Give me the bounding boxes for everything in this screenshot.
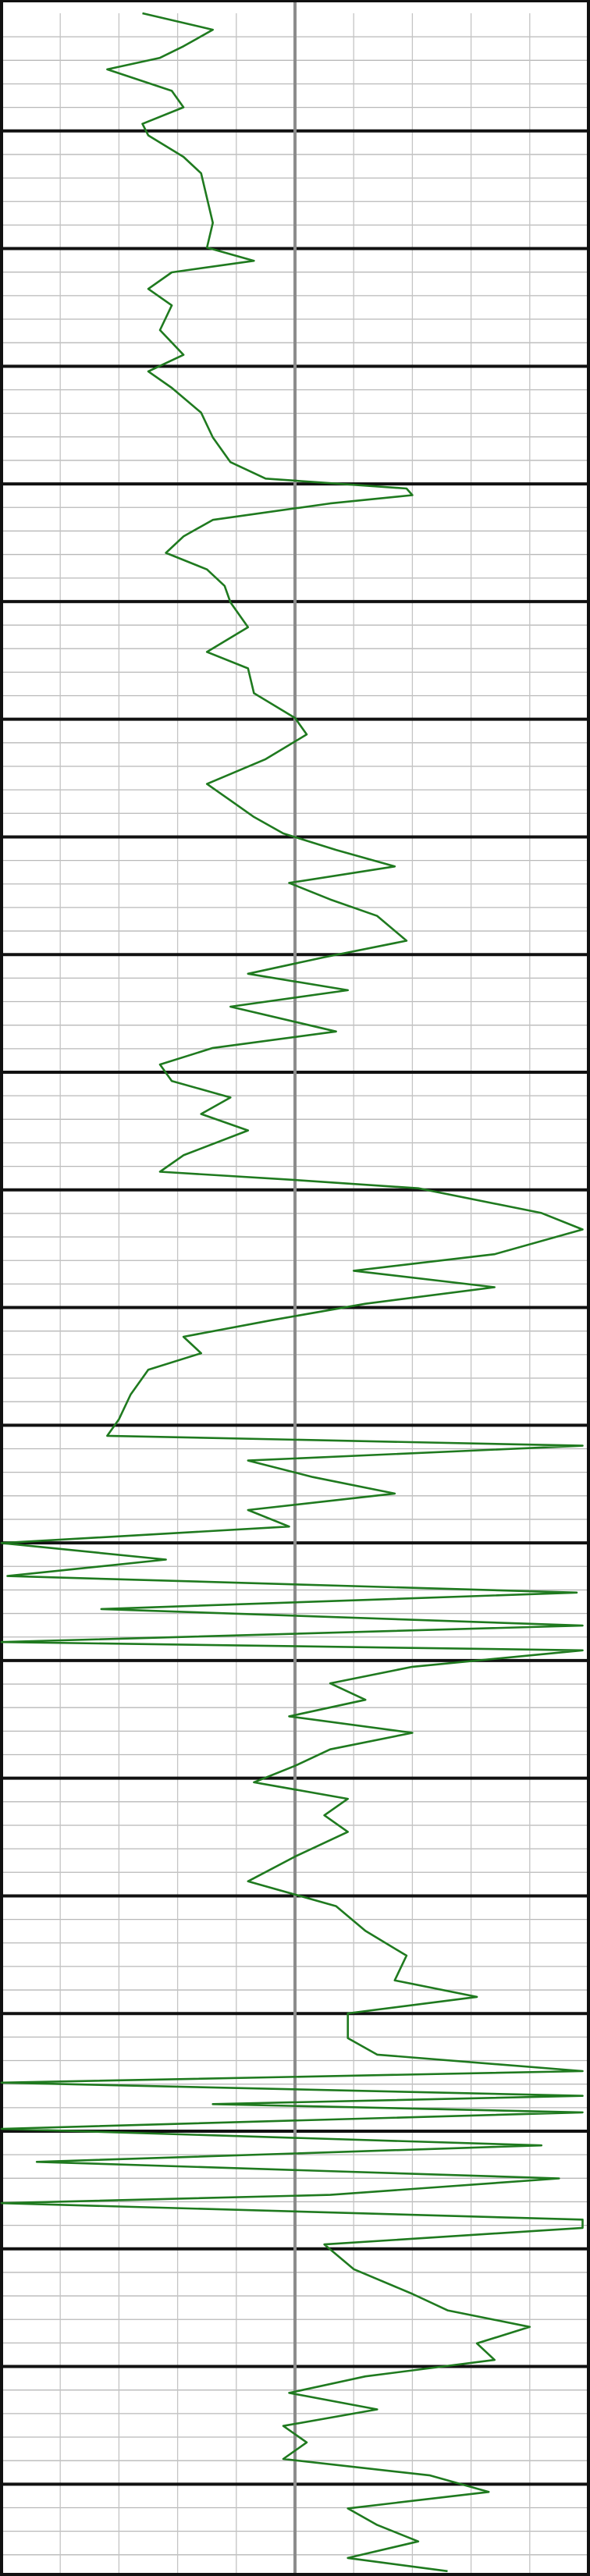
log-curve [0, 12, 584, 2573]
